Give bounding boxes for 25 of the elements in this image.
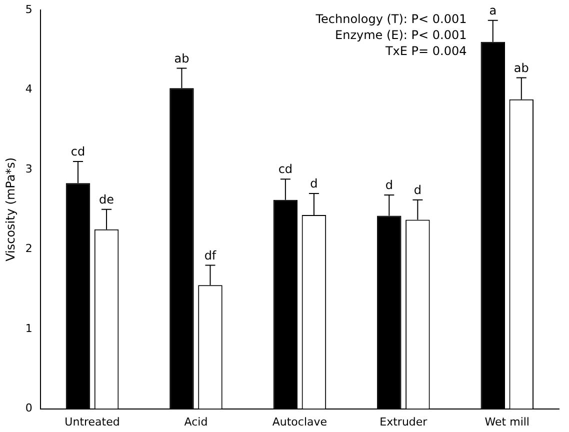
annotation: de [99,192,114,207]
annotation: d [414,182,422,197]
annotation: Technology (T): P< 0.001 [314,12,467,26]
y-tick-label: 3 [25,162,32,176]
annotation: cd [278,162,293,176]
y-tick-label: 1 [25,322,32,335]
annotation: cd [70,144,86,159]
annotation: a [489,3,497,18]
y-tick-label: 2 [25,242,32,256]
annotation: d [385,178,393,192]
y-axis-title: Viscosity (mPa*s) [3,157,18,262]
annotation: ab [174,51,190,66]
x-tick-label: Untreated [64,415,120,428]
y-tick-label: 5 [25,2,32,16]
x-tick-label: Autoclave [272,415,328,428]
annotation: ab [514,60,529,75]
x-tick-label: Acid [184,415,208,428]
annotation: df [204,248,217,262]
annotation: Enzyme (E): P< 0.001 [335,28,467,42]
y-tick-label: 4 [25,82,32,96]
y-tick-label: 0 [25,402,32,415]
annotation: d [310,176,318,191]
annotation: TxE P= 0.004 [384,44,467,58]
x-tick-label: Wet mill [484,415,530,428]
x-tick-label: Extruder [380,415,428,428]
